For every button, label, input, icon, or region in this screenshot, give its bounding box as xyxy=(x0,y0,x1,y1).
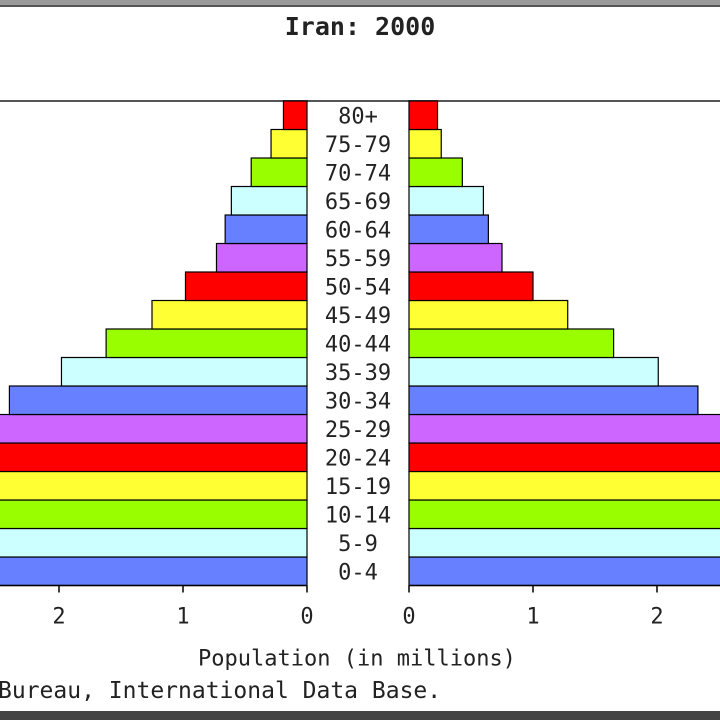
age-label: 55-59 xyxy=(325,247,391,272)
age-label: 60-64 xyxy=(325,218,391,243)
age-label: 35-39 xyxy=(325,361,391,386)
x-axis-label: Population (in millions) xyxy=(198,647,516,672)
bar-right-50-54 xyxy=(408,271,534,302)
chart-title: Iran: 2000 xyxy=(284,12,436,41)
bar-left-25-29 xyxy=(0,413,308,444)
age-label: 15-19 xyxy=(325,475,391,500)
bar-left-55-59 xyxy=(215,242,308,273)
bar-right-65-69 xyxy=(408,185,485,216)
age-label: 0-4 xyxy=(338,560,378,585)
bar-left-15-19 xyxy=(0,470,308,501)
bar-right-80+ xyxy=(408,100,439,131)
bar-right-25-29 xyxy=(408,413,720,444)
source-note: Bureau, International Data Base. xyxy=(0,678,442,704)
age-label: 25-29 xyxy=(325,418,391,443)
x-tick-label: 0 xyxy=(402,605,415,630)
age-label: 80+ xyxy=(338,104,378,129)
bar-left-75-79 xyxy=(270,128,308,159)
bar-right-5-9 xyxy=(408,527,720,558)
window-top-border xyxy=(0,0,720,7)
x-tick-label: 2 xyxy=(52,605,65,630)
bar-left-5-9 xyxy=(0,527,308,558)
bar-left-80+ xyxy=(282,100,308,131)
bar-left-10-14 xyxy=(0,499,308,530)
bar-left-70-74 xyxy=(250,157,308,188)
bar-right-55-59 xyxy=(408,242,503,273)
bar-right-45-49 xyxy=(408,299,569,330)
age-label: 10-14 xyxy=(325,503,391,528)
bar-right-70-74 xyxy=(408,157,463,188)
bar-right-20-24 xyxy=(408,442,720,473)
age-label: 30-34 xyxy=(325,389,391,414)
age-label: 45-49 xyxy=(325,304,391,329)
bar-right-30-34 xyxy=(408,385,699,416)
x-tick-label: 1 xyxy=(176,605,189,630)
bar-left-40-44 xyxy=(105,328,308,359)
bar-right-10-14 xyxy=(408,499,720,530)
x-tick-label: 0 xyxy=(300,605,313,630)
age-label: 5-9 xyxy=(338,532,378,557)
bar-left-45-49 xyxy=(151,299,308,330)
bar-right-35-39 xyxy=(408,356,659,387)
bar-left-20-24 xyxy=(0,442,308,473)
bar-right-75-79 xyxy=(408,128,442,159)
bar-right-40-44 xyxy=(408,328,615,359)
age-label: 20-24 xyxy=(325,446,391,471)
bar-left-60-64 xyxy=(224,214,308,245)
bar-right-0-4 xyxy=(408,556,720,587)
age-label: 75-79 xyxy=(325,133,391,158)
bar-left-30-34 xyxy=(8,385,308,416)
x-tick-label: 1 xyxy=(526,605,539,630)
bar-right-60-64 xyxy=(408,214,489,245)
bar-left-65-69 xyxy=(230,185,308,216)
x-tick-label: 2 xyxy=(650,605,663,630)
bar-left-35-39 xyxy=(60,356,308,387)
bar-left-50-54 xyxy=(184,271,308,302)
age-label: 70-74 xyxy=(325,161,391,186)
bar-left-0-4 xyxy=(0,556,308,587)
age-label: 40-44 xyxy=(325,332,391,357)
age-label: 65-69 xyxy=(325,190,391,215)
bar-right-15-19 xyxy=(408,470,720,501)
window-bottom-border xyxy=(0,711,720,720)
age-label: 50-54 xyxy=(325,275,391,300)
